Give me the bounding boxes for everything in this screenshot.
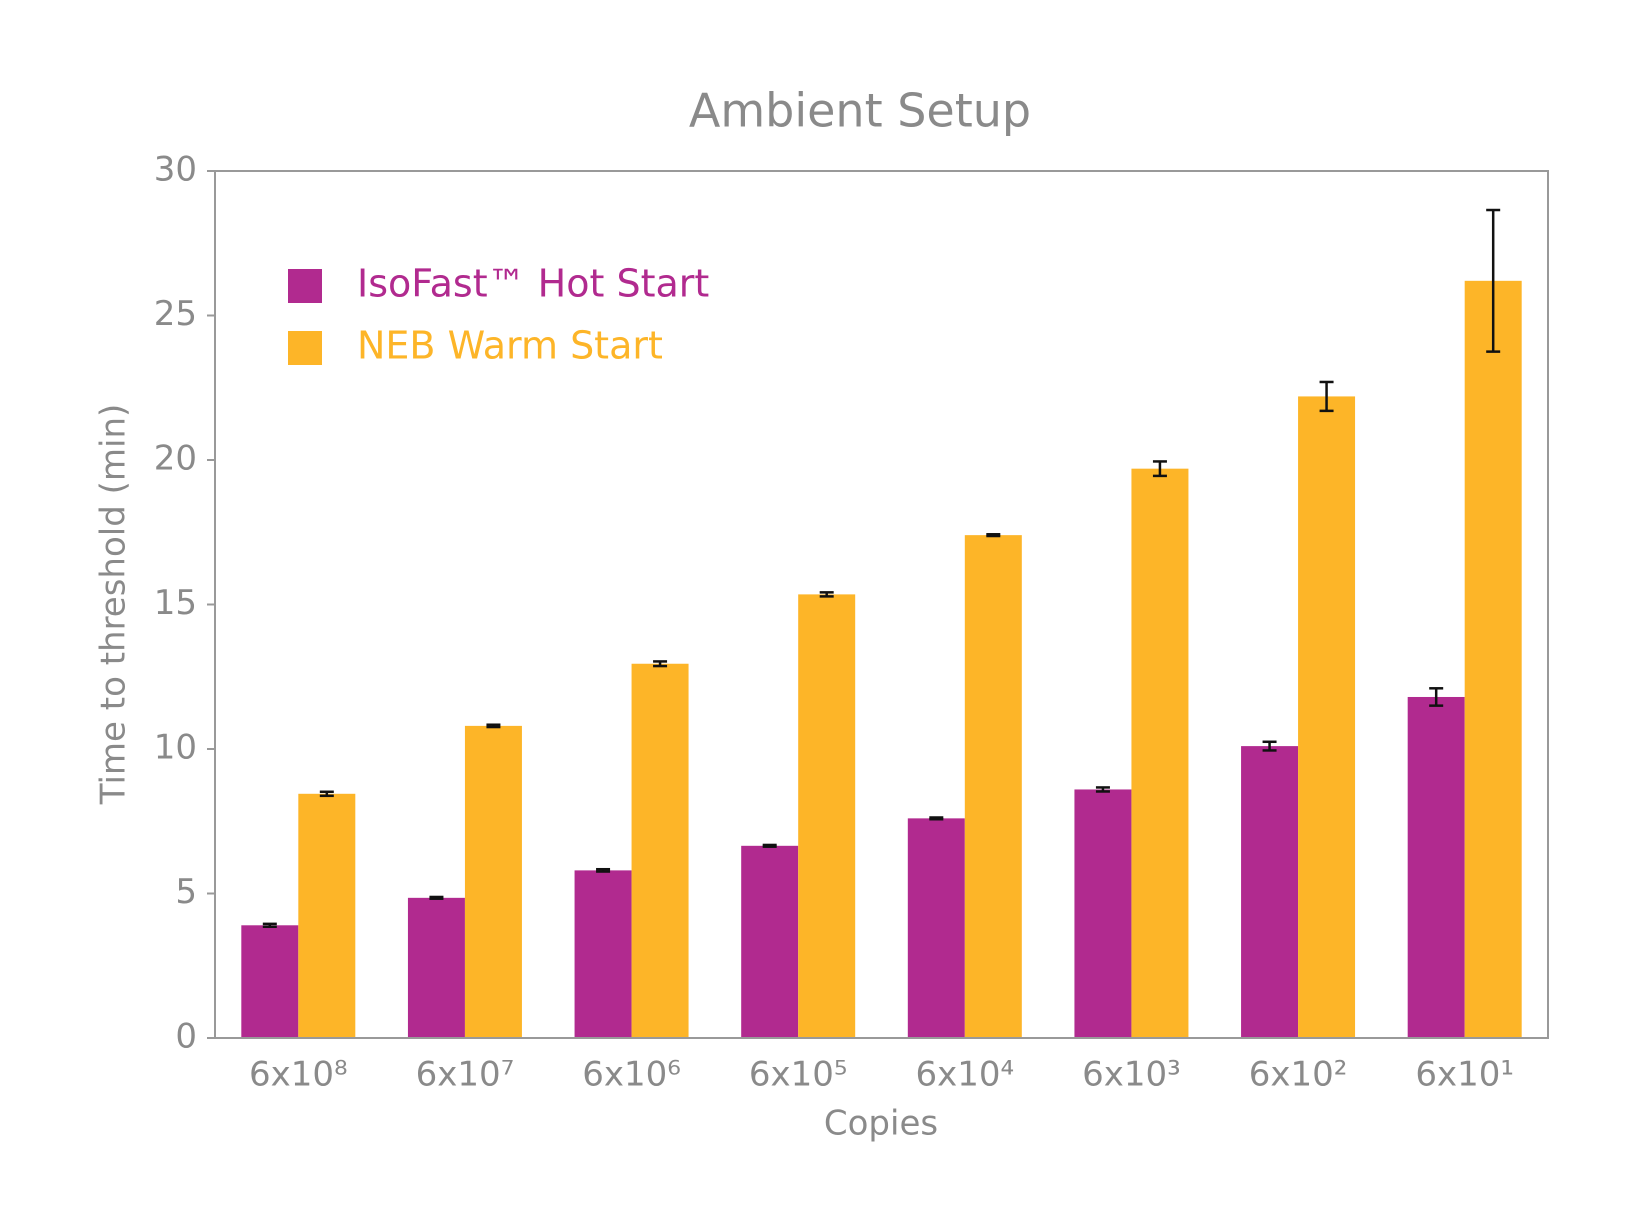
y-tick-label: 0 <box>175 1017 197 1057</box>
error-bar <box>929 816 944 821</box>
x-tick-label: 6x10¹ <box>1415 1055 1514 1095</box>
error-bar <box>486 723 501 729</box>
x-tick-label: 6x10⁴ <box>915 1055 1014 1095</box>
error-bar <box>1095 786 1110 793</box>
x-tick-label: 6x10⁵ <box>749 1055 848 1095</box>
y-tick-label: 10 <box>154 728 197 768</box>
plot-frame <box>214 170 1549 1039</box>
bar <box>464 725 522 1038</box>
error-bar <box>596 867 611 873</box>
x-tick-label: 6x10³ <box>1082 1055 1181 1095</box>
bar <box>1298 396 1356 1038</box>
x-axis-label: Copies <box>824 1104 938 1144</box>
error-bar <box>819 591 834 598</box>
bar <box>798 594 856 1038</box>
error-bar <box>1429 687 1444 707</box>
chart-title: Ambient Setup <box>689 84 1031 138</box>
bar <box>631 663 689 1038</box>
y-tick-label: 15 <box>154 583 197 623</box>
error-bar <box>762 843 777 848</box>
y-tick-label: 25 <box>154 294 197 334</box>
bar <box>1464 280 1522 1038</box>
bar <box>407 897 465 1038</box>
legend-swatch <box>288 331 322 365</box>
y-tick-label: 30 <box>154 150 197 190</box>
y-tick-label: 20 <box>154 439 197 479</box>
y-tick-label: 5 <box>175 872 197 912</box>
bar <box>741 845 799 1038</box>
error-bar <box>262 922 277 928</box>
error-bar <box>1262 740 1277 752</box>
bar <box>964 535 1022 1038</box>
error-bar <box>986 533 1001 538</box>
bar <box>574 870 632 1038</box>
legend-label: IsoFast™ Hot Start <box>357 262 709 306</box>
legend-label: NEB Warm Start <box>357 324 663 368</box>
y-axis-label: Time to threshold (min) <box>94 404 134 806</box>
error-bar <box>429 895 444 900</box>
bar <box>1241 746 1299 1038</box>
x-tick-label: 6x10² <box>1249 1055 1348 1095</box>
bar <box>1074 789 1132 1038</box>
legend-swatch <box>288 269 322 303</box>
bar <box>1407 696 1465 1038</box>
error-bar <box>1486 208 1501 353</box>
error-bar <box>1152 460 1167 478</box>
bar <box>241 925 299 1038</box>
error-bar <box>1319 380 1334 413</box>
error-bar <box>653 660 668 668</box>
bar <box>907 818 965 1038</box>
x-tick-label: 6x10⁶ <box>582 1055 681 1095</box>
x-tick-label: 6x10⁸ <box>249 1055 348 1095</box>
bar <box>1131 468 1189 1038</box>
bar <box>298 793 356 1038</box>
x-tick-label: 6x10⁷ <box>416 1055 515 1095</box>
error-bar <box>319 790 334 798</box>
